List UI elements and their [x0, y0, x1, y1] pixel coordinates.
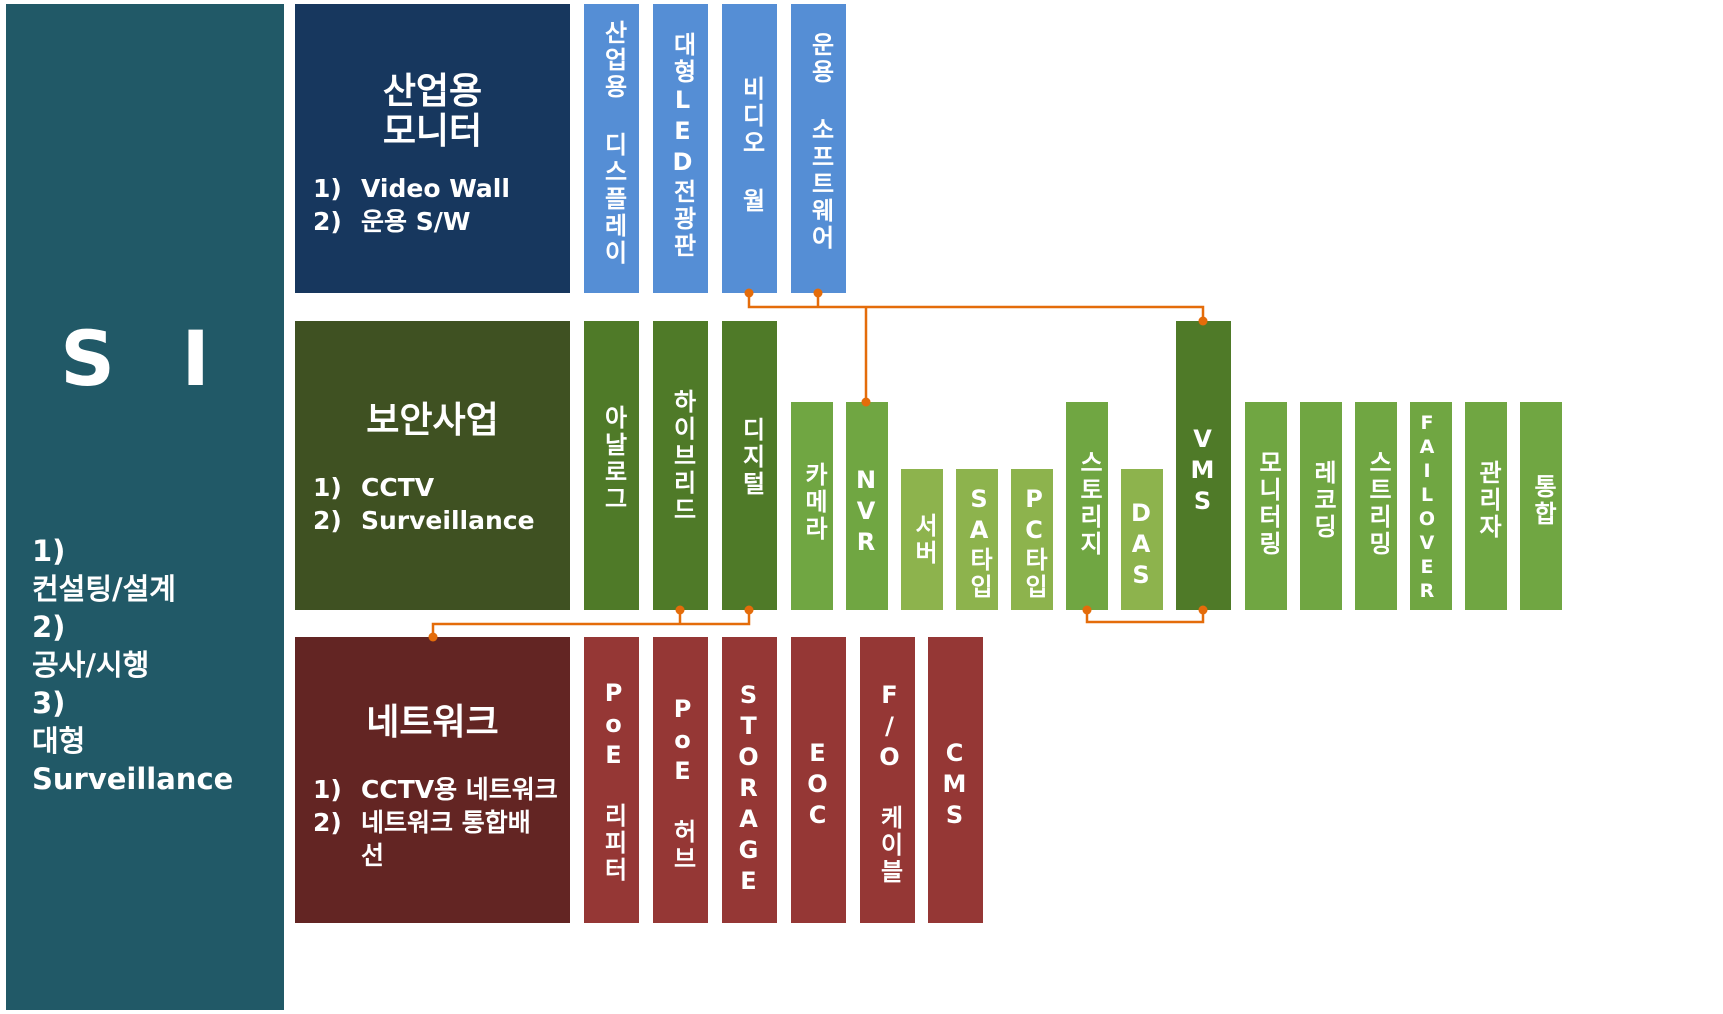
- monitor-list: 1) Video Wall 2) 운용 S/W: [313, 172, 510, 238]
- monitor-panel: 산업용 모니터 1) Video Wall 2) 운용 S/W: [295, 4, 570, 293]
- connector-network: [431, 610, 751, 637]
- network-column-poe-hub: PoE 허브: [653, 637, 708, 923]
- monitor-column-software: 운용 소프트웨어: [791, 4, 846, 293]
- security-item: 1) CCTV: [313, 473, 435, 502]
- security-column-hybrid: 하이브리드: [653, 321, 708, 610]
- security-column-storage: 스토리지: [1066, 402, 1108, 610]
- network-item: 1) CCTV용 네트워크: [313, 775, 558, 804]
- security-column-manager: 관리자: [1465, 402, 1507, 610]
- security-title: 보안사업: [366, 400, 499, 441]
- network-column-poe-repeater: PoE 리피터: [584, 637, 639, 923]
- network-item: 2) 네트워크 통합배선: [313, 808, 531, 870]
- network-column-storage: STORAGE: [722, 637, 777, 923]
- connector-dot: [744, 605, 754, 615]
- security-column-monitoring: 모니터링: [1245, 402, 1287, 610]
- monitor-title-line1: 산업용: [382, 71, 483, 112]
- si-title: S I: [60, 314, 230, 403]
- security-column-integration: 통합: [1520, 402, 1562, 610]
- si-item: 3)대형 Surveillance: [32, 686, 234, 796]
- security-column-camera: 카메라: [791, 402, 833, 610]
- connector-dot: [1082, 605, 1092, 615]
- connector-dot: [675, 605, 685, 615]
- connector-dot: [428, 632, 438, 642]
- security-column-analog: 아날로그: [584, 321, 639, 610]
- security-panel: 보안사업 1) CCTV 2) Surveillance: [295, 321, 570, 610]
- monitor-column-videowall: 비디오 월: [722, 4, 777, 293]
- security-column-digital: 디지털: [722, 321, 777, 610]
- monitor-item: 2) 운용 S/W: [313, 207, 471, 236]
- monitor-title-line2: 모니터: [382, 111, 483, 152]
- monitor-item: 1) Video Wall: [313, 174, 510, 203]
- si-list: 1)컨설팅/설계 2)공사/시행 3)대형 Surveillance: [32, 532, 284, 798]
- connector-dot: [744, 288, 754, 298]
- network-column-cms: CMS: [928, 637, 983, 923]
- connector-dot: [813, 288, 823, 298]
- network-column-fo-cable: F/O 케이블: [860, 637, 915, 923]
- connector-dot: [1198, 316, 1208, 326]
- connector-dot: [861, 397, 871, 407]
- security-column-failover: FAILOVER: [1410, 402, 1452, 610]
- security-column-vms: VMS: [1176, 321, 1231, 610]
- connector-storage-vms: [1085, 610, 1205, 624]
- security-list: 1) CCTV 2) Surveillance: [313, 471, 535, 537]
- monitor-column-led: 대형LED전광판: [653, 4, 708, 293]
- security-column-nvr: NVR: [846, 402, 888, 610]
- si-item: 2)공사/시행: [32, 610, 150, 682]
- network-panel: 네트워크 1) CCTV용 네트워크 2) 네트워크 통합배선: [295, 637, 570, 923]
- network-column-eoc: EOC: [791, 637, 846, 923]
- monitor-column-display: 산업용 디스플레이: [584, 4, 639, 293]
- security-column-das: DAS: [1121, 469, 1163, 610]
- connector-dot: [1198, 605, 1208, 615]
- security-item: 2) Surveillance: [313, 506, 535, 535]
- network-title: 네트워크: [366, 702, 499, 743]
- security-column-recording: 레코딩: [1300, 402, 1342, 610]
- security-column-server: 서버: [901, 469, 943, 610]
- si-panel: S I 1)컨설팅/설계 2)공사/시행 3)대형 Surveillance: [6, 4, 284, 1010]
- security-column-satype: SA타입: [956, 469, 998, 610]
- network-list: 1) CCTV용 네트워크 2) 네트워크 통합배선: [313, 773, 563, 872]
- connector-videowall-vms: [747, 293, 1205, 321]
- si-item: 1)컨설팅/설계: [32, 534, 176, 606]
- security-column-streaming: 스트리밍: [1355, 402, 1397, 610]
- security-column-pctype: PC타입: [1011, 469, 1053, 610]
